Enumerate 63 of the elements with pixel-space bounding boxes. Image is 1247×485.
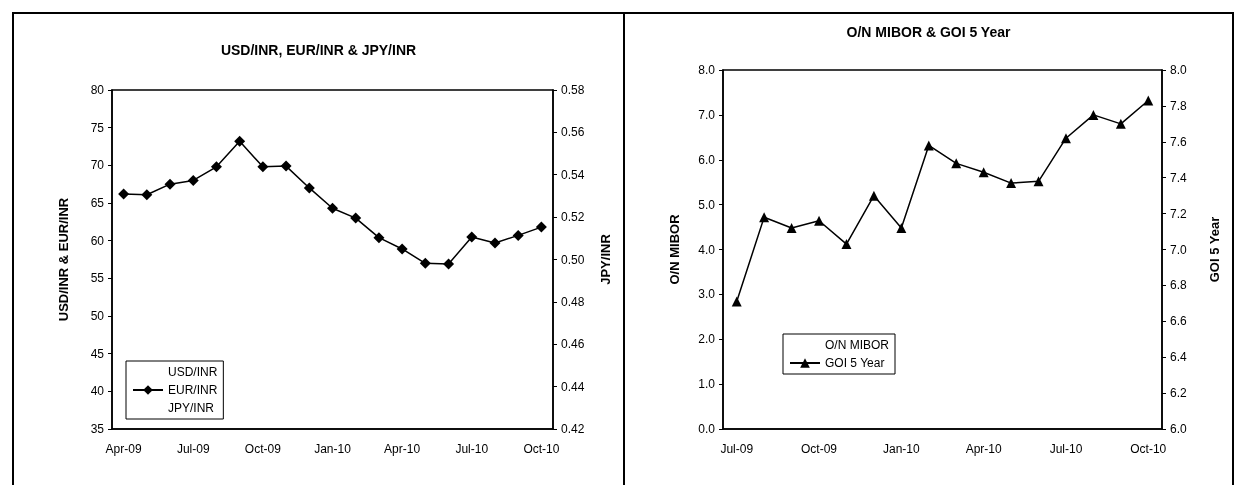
y2-tick-label: 0.46 [561,337,585,352]
y-tick-label: 45 [90,346,105,361]
y2-tick-label: 0.54 [561,167,585,182]
x-tick-label: Jan-10 [882,442,921,456]
y-tick-label: 0.0 [698,422,716,436]
y-tick-label: 35 [90,422,105,436]
y-tick-label: 75 [90,120,105,135]
x-tick-label: Oct-09 [801,442,838,456]
x-tick-label: Oct-10 [1130,442,1167,456]
y-tick-label: 65 [90,196,105,210]
y2-tick-label: 7.6 [1170,134,1188,149]
y2-tick-label: 0.48 [561,294,585,309]
text: USD/INR [168,365,218,379]
y-tick-label: 7.0 [698,107,716,122]
y2-axis-title: JPY/INR [598,233,613,285]
y-tick-label: 80 [90,83,105,97]
x-tick-label: Jul-09 [176,442,210,456]
y2-tick-label: 0.44 [561,379,585,394]
x-tick-label: Apr-09 [105,442,142,456]
x-tick-label: Apr-10 [384,442,421,456]
y2-tick-label: 6.0 [1170,422,1188,436]
y-tick-label: 70 [90,158,105,173]
y2-tick-label: 0.52 [561,210,585,225]
y-tick-label: 5.0 [698,197,716,212]
y-axis-title: O/N MIBOR [667,213,682,285]
y2-tick-label: 7.2 [1170,206,1188,221]
text: JPY/INR [168,401,215,415]
y2-tick-label: 6.2 [1170,386,1188,401]
y-tick-label: 1.0 [698,377,716,392]
x-tick-label: Apr-10 [965,442,1002,456]
y-tick-label: 6.0 [698,152,716,167]
y2-tick-label: 0.42 [561,422,585,436]
legend-label: EUR/INR [168,383,218,397]
y2-tick-label: 7.4 [1170,170,1188,185]
y2-tick-label: 8.0 [1170,63,1188,77]
x-tick-label: Jan-10 [314,442,352,456]
x-tick-label: Oct-10 [523,442,560,456]
y-tick-label: 3.0 [698,287,716,302]
y2-tick-label: 6.6 [1170,314,1188,329]
chart-title: O/N MIBOR & GOI 5 Year [846,24,1011,40]
y-tick-label: 50 [90,309,105,323]
x-tick-label: Jul-10 [455,442,489,456]
y-tick-label: 55 [90,271,105,286]
chart-title: USD/INR, EUR/INR & JPY/INR [220,42,417,58]
y2-axis-title: GOI 5 Year [1207,216,1222,283]
x-tick-label: Jul-09 [720,442,754,456]
y2-tick-label: 0.50 [561,252,585,267]
y2-tick-label: 0.58 [561,83,585,97]
y-tick-label: 4.0 [698,242,716,257]
y-tick-label: 60 [90,233,105,248]
y-axis-title: USD/INR & EUR/INR [56,197,71,322]
text: O/N MIBOR [825,338,890,352]
y-tick-label: 8.0 [698,63,716,77]
y2-tick-label: 7.8 [1170,98,1188,113]
y2-tick-label: 7.0 [1170,242,1188,257]
x-tick-label: Jul-10 [1049,442,1083,456]
y-tick-label: 2.0 [698,332,716,347]
y-tick-label: 40 [90,384,105,399]
y2-tick-label: 6.8 [1170,278,1188,293]
x-tick-label: Oct-09 [244,442,282,456]
y2-tick-label: 0.56 [561,125,585,140]
y2-tick-label: 6.4 [1170,350,1188,365]
legend-label: GOI 5 Year [825,356,885,370]
